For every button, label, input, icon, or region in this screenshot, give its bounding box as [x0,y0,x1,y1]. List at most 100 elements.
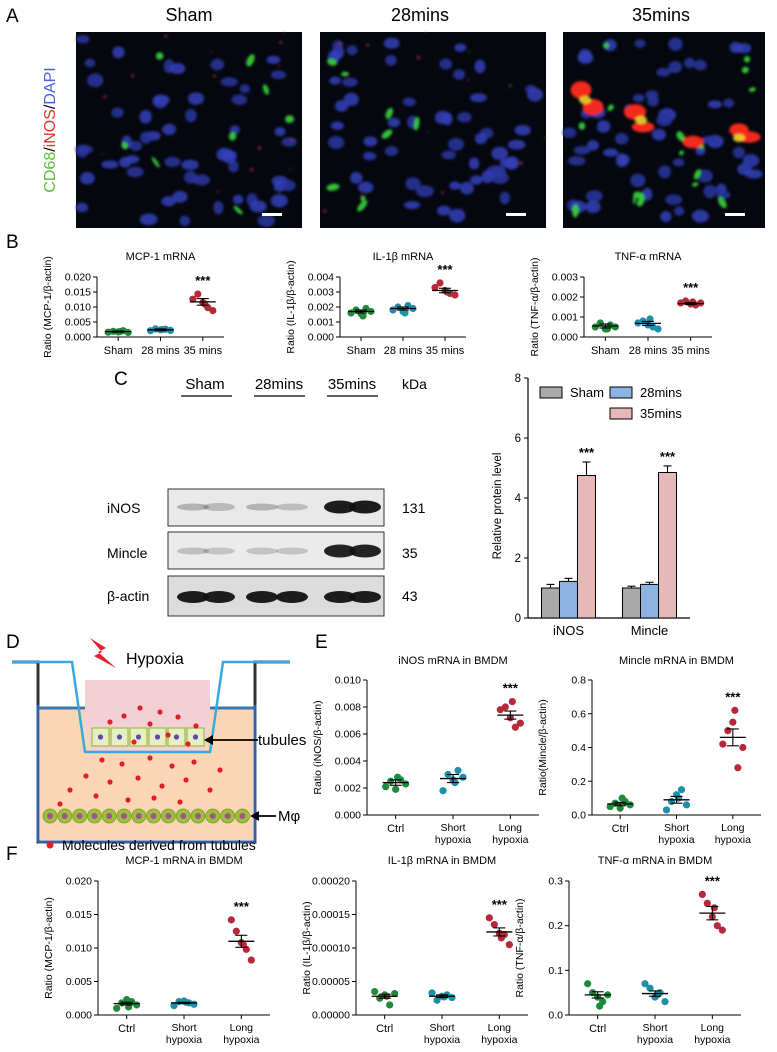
legend-label: Sham [570,385,604,400]
dapi-nucleus [474,132,487,145]
x-tick-label: Ctrl [118,1023,135,1035]
x-tick-label: Ctrl [376,1023,393,1035]
micrograph-layer [322,31,547,223]
y-tick-label: 0.010 [335,675,361,687]
dapi-nucleus [169,62,186,75]
inos-signal [682,135,704,149]
data-point [451,291,459,299]
data-point [133,1001,141,1009]
y-axis-label: Ratio (iNOS/β-actin) [312,700,324,794]
dapi-nucleus [651,128,667,141]
data-point [232,927,240,935]
y-tick-label: 0.000 [66,1010,92,1022]
tubule-monolayer [91,727,205,747]
panel-a-title-35: 35mins [632,5,690,25]
data-point [713,922,721,930]
molecule-dot [121,713,127,719]
y-tick-label: 0.005 [66,976,92,988]
dapi-nucleus [673,206,685,216]
y-tick-label: 0.001 [552,312,578,324]
data-point [391,989,399,998]
blot-label-mincle: Mincle [107,545,148,561]
data-point [428,989,436,997]
cd68-signal [748,87,756,92]
dapi-nucleus [257,214,276,227]
dapi-nucleus [491,171,509,185]
inos-speck [103,95,107,99]
cd68-signal [578,122,586,130]
chart-il1b: IL-1β mRNA Ratio (IL-1β/β-actin) 0.000 0.00… [285,251,466,357]
molecule-dot [107,719,113,725]
dapi-nucleus [460,181,474,195]
dapi-nucleus [172,190,188,203]
inos-signal [631,121,655,133]
blot-band [177,547,209,555]
cd68-signal [385,107,393,119]
panel-a-title-sham: Sham [165,5,212,25]
x-tick-label: 35 mins [426,345,465,357]
stain-slash-2: / [42,104,59,109]
panel-letter-d: D [6,632,20,653]
inos-speck [468,51,471,54]
blot-band [324,500,356,514]
macrophage-layer [42,808,250,824]
dapi-nucleus [618,154,630,166]
dapi-nucleus [436,205,452,216]
micrograph-28mins [320,31,547,228]
data-point [386,1001,394,1009]
chart-mincle-bmdm: Mincle mRNA in BMDM Ratio(Mincle/β-actin)… [537,655,761,846]
data-point [584,980,592,988]
dapi-nucleus [239,83,250,94]
cd68-signal [228,132,237,141]
dapi-nucleus [185,108,197,123]
y-axis-label: Ratio (IL-1β/β-actin) [301,901,313,994]
bar [559,580,578,619]
bar [622,587,641,619]
inos-speck [345,74,349,77]
dapi-nucleus [162,123,177,136]
dapi-nucleus [697,169,713,183]
panel-a: Sham 28mins 35mins CD68/iNOS/DAPI [42,5,765,228]
data-point [501,703,509,711]
cd68-signal [691,182,699,187]
panel-letter-f: F [6,844,18,865]
y-tick-label: 0.00020 [312,876,350,888]
dapi-nucleus [434,110,450,125]
data-point [439,787,447,795]
cd68-signal [233,205,243,215]
y-tick-label: 0.6 [571,708,586,720]
data-point [371,987,379,996]
hypoxia-label: Hypoxia [126,651,184,668]
stain-slash-1: / [42,147,59,152]
molecule-dot [165,732,171,738]
inos-speck [322,209,327,213]
bar [658,472,677,619]
blot-band [349,544,381,558]
dapi-nucleus [448,138,465,151]
dapi-nucleus [346,45,358,56]
tubule-nucleus [154,734,161,740]
x-tick-label: Sham [591,345,620,357]
dapi-nucleus [491,146,509,160]
data-point [448,993,456,1002]
dapi-nucleus [330,121,344,130]
chart-title: MCP-1 mRNA [126,251,196,263]
x-tick-label: 28 mins [629,345,668,357]
x-tick-label-line2: hypoxia [223,1034,259,1046]
x-tick-label: Mincle [631,623,669,638]
dapi-nucleus [129,140,143,151]
inos-speck [338,42,342,45]
dapi-nucleus [453,69,466,80]
y-tick-label: 0.001 [308,317,334,329]
y-tick-label: 0.006 [335,729,361,741]
blot-band [324,544,356,558]
blot-band [203,547,235,555]
significance-marker: *** [234,899,250,914]
dapi-nucleus [615,132,629,145]
y-tick-label: 8 [515,373,521,385]
data-point [616,804,624,812]
cd68-signal [741,66,749,74]
colocalized-signal [733,134,745,142]
molecule-dot [169,763,175,769]
data-point [739,743,747,752]
